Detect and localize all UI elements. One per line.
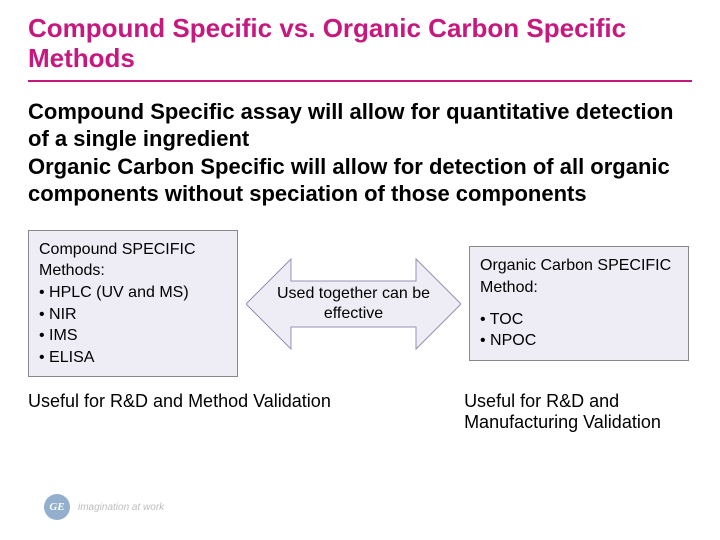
arrow-label: Used together can be effective [246, 284, 461, 324]
double-arrow: Used together can be effective [246, 249, 461, 359]
compound-item-3: • ELISA [39, 347, 227, 369]
slide-title: Compound Specific vs. Organic Carbon Spe… [28, 14, 692, 74]
ge-badge-icon: GE [44, 494, 70, 520]
title-underline [28, 80, 692, 82]
organic-methods-box: Organic Carbon SPECIFIC Method: • TOC • … [469, 246, 689, 360]
methods-row: Compound SPECIFIC Methods: • HPLC (UV an… [28, 230, 692, 378]
compound-methods-box: Compound SPECIFIC Methods: • HPLC (UV an… [28, 230, 238, 378]
body-para-2: Organic Carbon Specific will allow for d… [28, 153, 692, 208]
organic-item-0: • TOC [480, 309, 678, 331]
compound-item-1: • NIR [39, 304, 227, 326]
organic-item-1: • NPOC [480, 330, 678, 352]
ge-logo: GE imagination at work [44, 494, 164, 520]
compound-box-heading: Compound SPECIFIC Methods: [39, 239, 227, 282]
compound-item-0: • HPLC (UV and MS) [39, 282, 227, 304]
compound-item-2: • IMS [39, 325, 227, 347]
body-paragraphs: Compound Specific assay will allow for q… [28, 98, 692, 208]
footer-right-text: Useful for R&D and Manufacturing Validat… [464, 391, 692, 433]
footer-left-text: Useful for R&D and Method Validation [28, 391, 464, 433]
body-para-1: Compound Specific assay will allow for q… [28, 98, 692, 153]
spacer [480, 299, 678, 309]
ge-tagline: imagination at work [78, 502, 164, 513]
footer-row: Useful for R&D and Method Validation Use… [28, 391, 692, 433]
organic-box-heading: Organic Carbon SPECIFIC Method: [480, 255, 678, 298]
